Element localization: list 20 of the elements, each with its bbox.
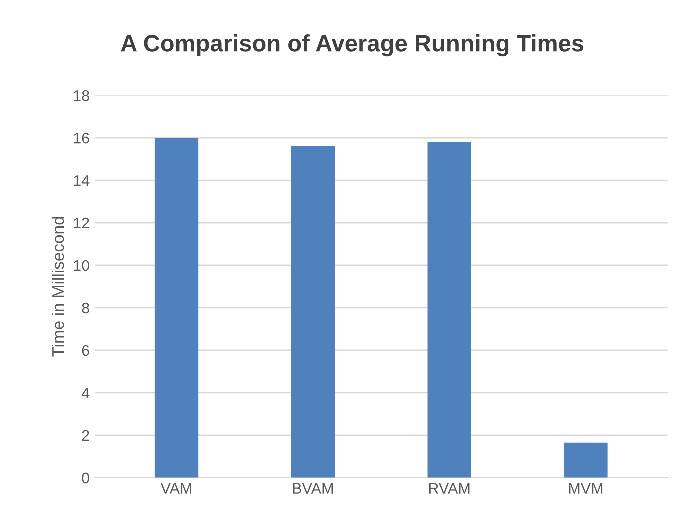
y-tick-label: 8 [82, 302, 90, 314]
bar [564, 442, 608, 478]
y-tick-label: 18 [74, 90, 90, 102]
y-axis-title: Time in Millisecond [52, 217, 64, 357]
x-tick-label: VAM [160, 483, 192, 494]
y-tick-label: 2 [82, 430, 90, 441]
bar [154, 138, 199, 478]
x-tick-label: BVAM [293, 483, 333, 494]
y-tick-label: 4 [82, 388, 90, 398]
y-tick-label: 6 [82, 345, 90, 356]
y-tick-label: 12 [74, 218, 90, 229]
y-tick-label: 10 [74, 260, 90, 272]
y-tick-label: 14 [74, 176, 90, 186]
x-tick-label: RVAM [429, 483, 470, 494]
chart-title: A Comparison of Average Running Times [121, 34, 584, 57]
bar [428, 142, 472, 478]
x-tick-label: MVM [569, 483, 603, 494]
y-tick-label: 16 [74, 132, 90, 144]
bar [291, 146, 335, 478]
y-tick-label: 0 [82, 472, 90, 484]
